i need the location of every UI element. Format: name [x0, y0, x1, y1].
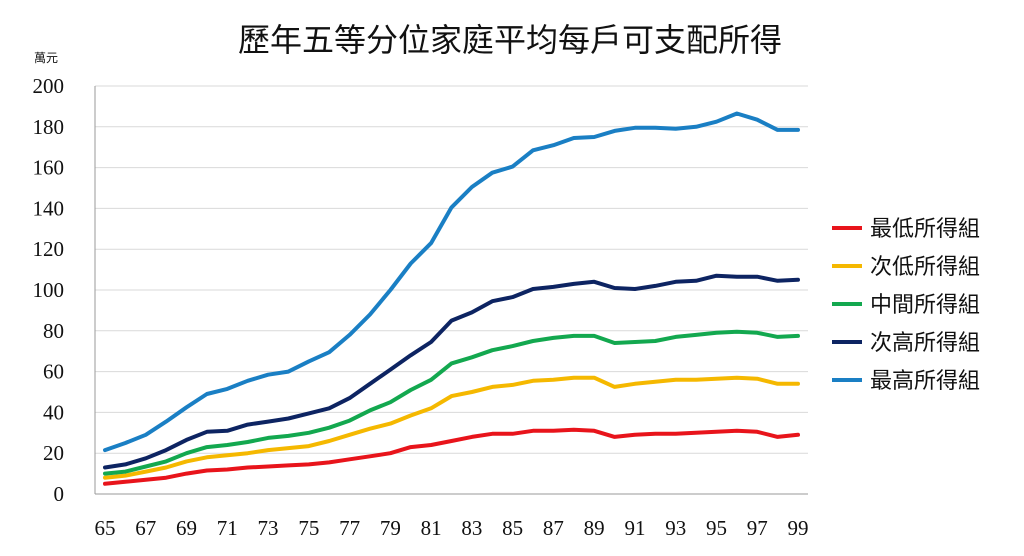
- series-line-5: [103, 111, 800, 453]
- y-tick-label: 120: [33, 237, 65, 261]
- x-tick-label: 99: [788, 516, 809, 540]
- y-tick-label: 60: [43, 360, 64, 384]
- x-tick-label: 65: [95, 516, 116, 540]
- x-tick-label: 89: [584, 516, 605, 540]
- x-tick-label: 83: [461, 516, 482, 540]
- legend-label: 最低所得組: [870, 217, 980, 242]
- x-tick-label: 93: [665, 516, 686, 540]
- x-tick-label: 85: [502, 516, 523, 540]
- series-line-1: [103, 427, 800, 486]
- x-tick-label: 91: [624, 516, 645, 540]
- x-tick-label: 95: [706, 516, 727, 540]
- y-axis-ticks: 0 20 40 60 80 100 120 140 160 180 200: [33, 74, 65, 506]
- unit-label: 萬元: [34, 51, 58, 65]
- x-axis-ticks: 65 67 69 71 73 75 77 79 81 83 85 87 89 91 93 95 97 99: [95, 516, 809, 540]
- series-lines: [103, 111, 800, 486]
- y-tick-label: 200: [33, 74, 65, 98]
- x-tick-label: 67: [135, 516, 156, 540]
- chart-title: 歷年五等分位家庭平均每戶可支配所得: [238, 21, 782, 59]
- x-tick-label: 79: [380, 516, 401, 540]
- y-tick-label: 0: [54, 482, 65, 506]
- x-tick-label: 77: [339, 516, 360, 540]
- legend-label: 最高所得組: [870, 369, 980, 394]
- x-tick-label: 97: [747, 516, 768, 540]
- y-tick-label: 80: [43, 319, 64, 343]
- legend-label: 次低所得組: [870, 255, 980, 280]
- y-tick-label: 140: [33, 196, 65, 220]
- y-tick-label: 100: [33, 278, 65, 302]
- y-tick-label: 160: [33, 156, 65, 180]
- series-line-2: [103, 375, 800, 480]
- series-line-3: [103, 329, 800, 476]
- x-tick-label: 87: [543, 516, 564, 540]
- x-tick-label: 73: [258, 516, 279, 540]
- x-tick-label: 71: [217, 516, 238, 540]
- legend-label: 中間所得組: [870, 293, 980, 318]
- x-tick-label: 69: [176, 516, 197, 540]
- x-tick-label: 75: [298, 516, 319, 540]
- y-tick-label: 40: [43, 400, 64, 424]
- gridlines: [95, 85, 808, 454]
- y-tick-label: 20: [43, 441, 64, 465]
- x-tick-label: 81: [421, 516, 442, 540]
- legend-label: 次高所得組: [870, 331, 980, 356]
- y-tick-label: 180: [33, 115, 65, 139]
- series-line-4: [103, 273, 800, 470]
